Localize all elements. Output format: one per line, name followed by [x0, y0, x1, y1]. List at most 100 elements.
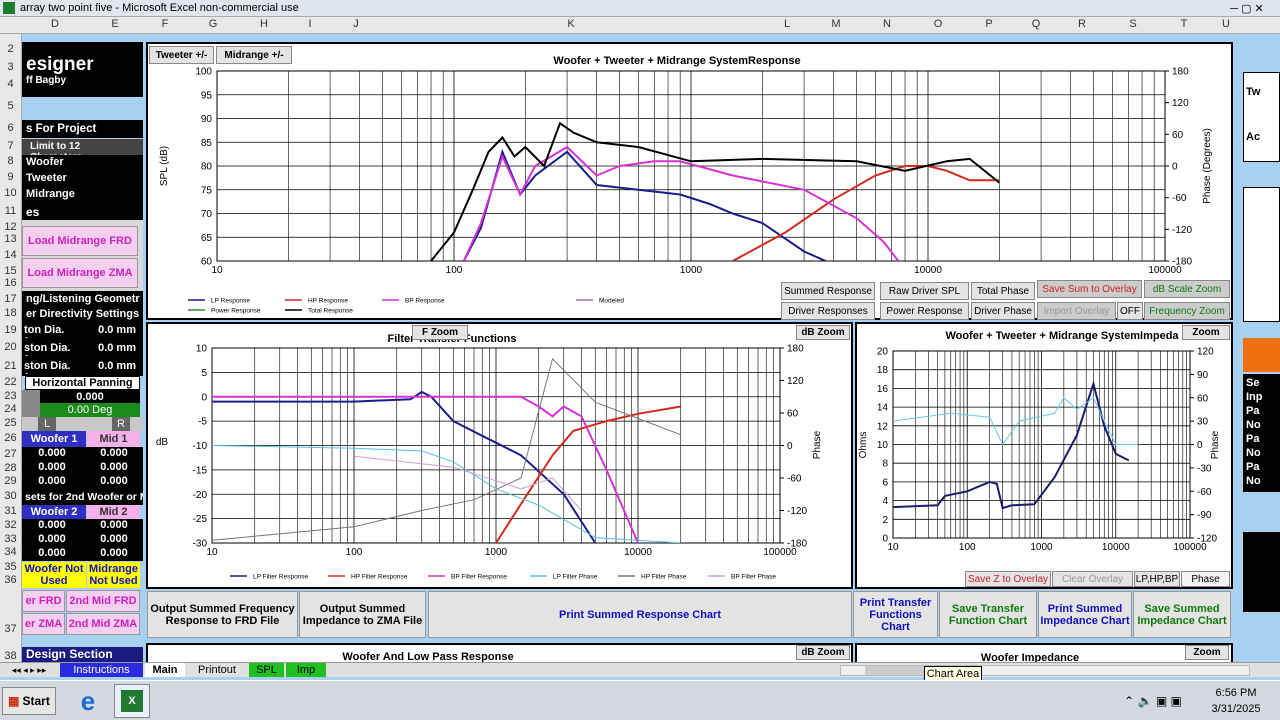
link-button[interactable]: 2nd Mid FRD: [66, 590, 140, 612]
sheet-tab[interactable]: Imp: [286, 663, 326, 677]
column-header-bar: [0, 17, 1280, 34]
column-header: K: [567, 18, 575, 30]
offset-value: 0.000: [100, 547, 128, 559]
db-zoom-button[interactable]: dB Zoom: [796, 645, 850, 660]
sheet-tab[interactable]: Main: [145, 663, 185, 677]
system-button[interactable]: Summed Response: [781, 282, 875, 300]
lphpbp-button[interactable]: LP,HP,BP: [1134, 571, 1180, 587]
x-tick-label: 100000: [1173, 542, 1207, 553]
load-zma-button[interactable]: Load Midrange ZMA: [22, 258, 138, 288]
row-header: 11: [4, 205, 17, 217]
x-tick-label: 100: [959, 542, 976, 553]
system-button[interactable]: Driver Responses: [781, 302, 875, 320]
y-tick-label: 8: [882, 459, 888, 470]
output-button[interactable]: Print Summed Impedance Chart: [1038, 591, 1132, 638]
system-button[interactable]: dB Scale Zoom: [1144, 280, 1230, 298]
output-button[interactable]: Print Transfer Functions Chart: [853, 591, 938, 638]
start-button[interactable]: ▦ Start: [2, 687, 56, 715]
save-z-button[interactable]: Save Z to Overlay: [965, 571, 1051, 587]
right-list: Se Inp Pa No Pa No Pa No: [1243, 374, 1280, 492]
y-tick-label: 10: [196, 344, 208, 355]
output-button[interactable]: Save Transfer Function Chart: [939, 591, 1037, 638]
f-zoom-button[interactable]: F Zoom: [412, 325, 468, 340]
row-header: 24: [4, 403, 17, 415]
sheet-tab[interactable]: Printout: [187, 663, 247, 677]
pan-scroll[interactable]: L R: [22, 417, 143, 431]
y-tick-label: 100: [195, 67, 212, 78]
tray-icons[interactable]: ⌃ 🔈 ▣ ▣: [1124, 694, 1182, 708]
offsets2: 0.000 0.000 0.000 0.000 0.000 0.000: [22, 519, 143, 561]
legend-label: LP Filter Phase: [553, 574, 598, 581]
output-button[interactable]: Print Summed Response Chart: [428, 591, 852, 638]
y-tick-label: 18: [877, 365, 889, 376]
y2-tick-label: 0: [1172, 162, 1178, 173]
y2-axis-label: Phase: [1210, 430, 1221, 459]
tweeter-button[interactable]: Tweeter +/-: [149, 46, 214, 64]
title-bar: array two point five - Microsoft Excel n…: [0, 0, 1280, 17]
load-frd-button[interactable]: Load Midrange FRD: [22, 226, 138, 256]
system-button[interactable]: Driver Phase: [971, 302, 1035, 320]
y-tick-label: 12: [877, 421, 889, 432]
spin-button[interactable]: [22, 390, 40, 417]
phase-button[interactable]: Phase: [1181, 571, 1230, 587]
pan-value: 0.000: [40, 390, 140, 403]
h-scrollbar[interactable]: [840, 665, 1250, 676]
y2-tick-label: -60: [1197, 487, 1212, 498]
row-header: 32: [4, 519, 17, 531]
system-button[interactable]: Frequency Zoom: [1144, 302, 1230, 320]
clear-overlay-button[interactable]: Clear Overlay: [1052, 571, 1133, 587]
db-zoom-button[interactable]: dB Zoom: [796, 325, 850, 340]
system-button[interactable]: Save Sum to Overlay: [1037, 280, 1142, 298]
sheet-tab[interactable]: Instructions: [60, 663, 143, 677]
x-tick-label: 100000: [1148, 265, 1182, 276]
scroll-thumb[interactable]: [865, 666, 975, 675]
link-button[interactable]: er ZMA: [22, 613, 65, 635]
zoom-button[interactable]: Zoom: [1182, 325, 1230, 340]
legend-label: HP Response: [308, 298, 348, 305]
clock-date: 3/31/2025: [1211, 702, 1261, 715]
offset-value: 0.000: [38, 475, 66, 487]
x-tick-label: 100: [346, 547, 363, 558]
column-header: G: [208, 18, 218, 30]
legend-label: LP Filter Response: [253, 574, 309, 581]
excel-icon[interactable]: X: [114, 684, 150, 718]
output-button[interactable]: Save Summed Impedance Chart: [1133, 591, 1231, 638]
system-button[interactable]: OFF: [1117, 302, 1143, 320]
right-card: [1243, 532, 1280, 612]
legend-label: HP Filter Response: [351, 574, 408, 581]
row-header: 6: [7, 122, 14, 134]
output-button[interactable]: Output Summed Impedance to ZMA File: [299, 591, 426, 638]
right-text: No: [1246, 475, 1261, 487]
link-button[interactable]: er FRD: [22, 590, 65, 612]
logo-block: esigner ff Bagby: [22, 42, 143, 97]
y2-tick-label: 90: [1197, 370, 1209, 381]
output-button[interactable]: Output Summed Frequency Response to FRD …: [147, 591, 298, 638]
y-tick-label: 90: [201, 114, 213, 125]
tab-scroll[interactable]: ◂◂ ◂ ▸ ▸▸: [11, 665, 47, 675]
system-button[interactable]: Power Response: [880, 302, 969, 320]
driver-name: Woofer: [26, 156, 64, 168]
panning-title: Horizontal Panning: [25, 376, 140, 390]
zoom-button[interactable]: Zoom: [1185, 645, 1229, 660]
system-button[interactable]: Import Overlay: [1037, 302, 1116, 320]
piston-block: ton Dia. (mm 0.0 mm ston Dia. (mm 0.0 mm…: [22, 322, 143, 376]
midrange-button[interactable]: Midrange +/-: [216, 46, 292, 64]
taskbar: ▦ Start e X ⌃ 🔈 ▣ ▣ 6:56 PM 3/31/2025: [0, 680, 1280, 720]
ie-icon[interactable]: e: [80, 685, 96, 716]
right-text: Inp: [1246, 391, 1263, 403]
y2-tick-label: 120: [1197, 347, 1214, 358]
system-button[interactable]: Raw Driver SPL: [880, 282, 969, 300]
y2-tick-label: 180: [787, 344, 804, 355]
offset-value: 0.000: [38, 447, 66, 459]
window-controls[interactable]: ─ ▢ ✕: [1230, 3, 1264, 15]
system-button[interactable]: Total Phase: [971, 282, 1035, 300]
y2-tick-label: 30: [1197, 417, 1209, 428]
offsets2-title: sets for 2nd Woofer or M: [22, 489, 143, 505]
link-button[interactable]: 2nd Mid ZMA: [66, 613, 140, 635]
project-header: s For Project: [22, 120, 143, 138]
app-name: esigner: [26, 54, 94, 75]
row-header: 23: [4, 390, 17, 402]
piston-value: 0.0 mm: [98, 342, 136, 354]
sheet-tab[interactable]: SPL: [249, 663, 284, 677]
y-axis-label: SPL (dB): [159, 146, 170, 186]
